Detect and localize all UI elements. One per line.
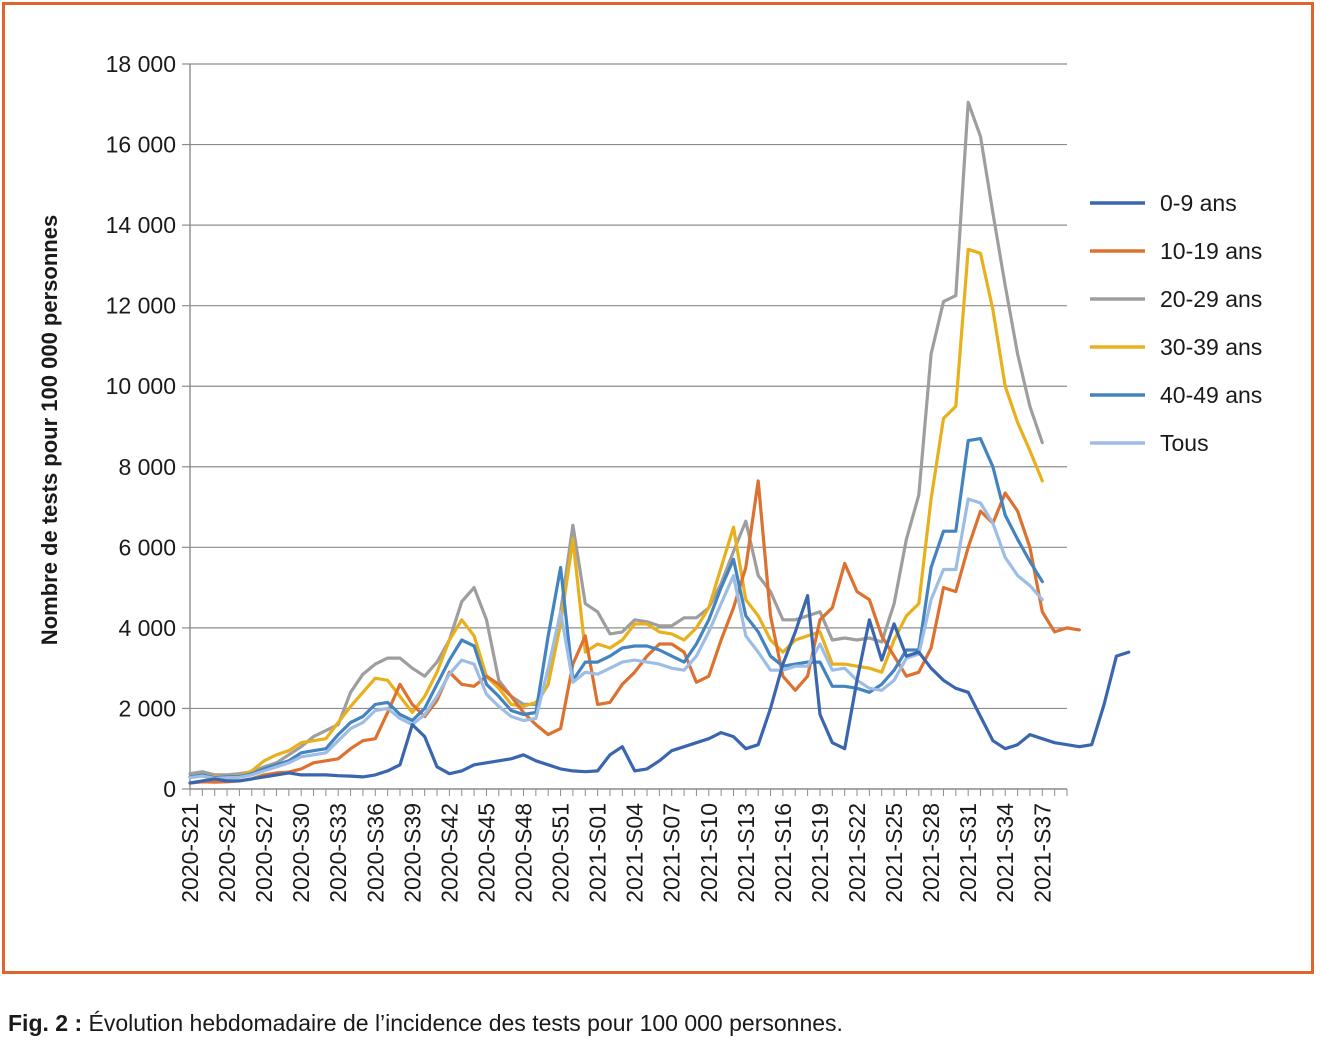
figure-frame: 0 2 000 4 000 6 000 8 000 10 000 12 000 14 000 1… bbox=[2, 2, 1314, 974]
x-tick-label: 2020-S21 bbox=[177, 803, 203, 903]
x-tick-label: 2020-S42 bbox=[436, 803, 462, 903]
x-tick-label: 2020-S30 bbox=[288, 803, 314, 903]
x-tick-label: 2020-S24 bbox=[214, 803, 240, 903]
y-tick-label: 10 000 bbox=[106, 373, 176, 399]
gridlines bbox=[190, 63, 1067, 710]
legend-label: Tous bbox=[1160, 430, 1209, 456]
legend-label: 40-49 ans bbox=[1160, 382, 1262, 408]
x-tick-label: 2021-S10 bbox=[696, 803, 722, 903]
x-tick-label: 2021-S16 bbox=[770, 803, 796, 903]
y-tick-label: 8 000 bbox=[118, 454, 176, 480]
x-tick-label: 2021-S04 bbox=[622, 803, 648, 903]
x-tick-label: 2021-S37 bbox=[1029, 803, 1055, 903]
y-tick-label: 16 000 bbox=[106, 132, 176, 158]
legend-label: 20-29 ans bbox=[1160, 286, 1262, 312]
y-axis-label: Nombre de tests pour 100 000 personnes bbox=[37, 215, 62, 645]
x-tick-label: 2020-S45 bbox=[473, 803, 499, 903]
caption-label: Fig. 2 : bbox=[8, 1010, 83, 1036]
axes bbox=[189, 64, 1067, 790]
y-tick-label: 2 000 bbox=[118, 695, 176, 721]
x-tick-label: 2021-S07 bbox=[659, 803, 685, 903]
legend: 0-9 ans 10-19 ans 20-29 ans 30-39 ans 40-49 … bbox=[1090, 190, 1262, 456]
series-line-10-19-ans bbox=[188, 479, 1082, 785]
x-tick-label: 2021-S01 bbox=[585, 803, 611, 903]
x-tick-label: 2020-S27 bbox=[251, 803, 277, 903]
series-line-30-39-ans bbox=[188, 247, 1044, 779]
x-tick-label: 2020-S36 bbox=[362, 803, 388, 903]
x-tick-label: 2020-S48 bbox=[511, 803, 537, 903]
x-tick-label: 2021-S22 bbox=[844, 803, 870, 903]
x-tick-label: 2021-S28 bbox=[918, 803, 944, 903]
y-tick-label: 14 000 bbox=[106, 212, 176, 238]
y-tick-label: 12 000 bbox=[106, 293, 176, 319]
y-tick-label: 4 000 bbox=[118, 615, 176, 641]
y-tick-label: 18 000 bbox=[106, 51, 176, 77]
legend-label: 10-19 ans bbox=[1160, 238, 1262, 264]
series-line-Tous bbox=[188, 497, 1044, 781]
x-tick-label: 2021-S25 bbox=[881, 803, 907, 903]
x-ticks: 2020-S21 2020-S24 2020-S27 2020-S30 2020-S33… bbox=[177, 789, 1068, 903]
legend-label: 0-9 ans bbox=[1160, 190, 1237, 216]
y-ticks: 0 2 000 4 000 6 000 8 000 10 000 12 000 14 000 1… bbox=[106, 51, 190, 802]
line-chart: 0 2 000 4 000 6 000 8 000 10 000 12 000 14 000 1… bbox=[37, 51, 1262, 903]
x-tick-label: 2021-S13 bbox=[733, 803, 759, 903]
x-tick-label: 2021-S31 bbox=[955, 803, 981, 903]
x-tick-label: 2020-S39 bbox=[399, 803, 425, 903]
series-line-40-49-ans bbox=[188, 437, 1044, 780]
x-tick-label: 2020-S33 bbox=[325, 803, 351, 903]
y-tick-label: 6 000 bbox=[118, 534, 176, 560]
legend-label: 30-39 ans bbox=[1160, 334, 1262, 360]
x-tick-label: 2021-S19 bbox=[807, 803, 833, 903]
series-line-0-9-ans bbox=[188, 594, 1131, 785]
series-lines bbox=[188, 100, 1131, 785]
x-tick-label: 2020-S51 bbox=[548, 803, 574, 903]
x-tick-label: 2021-S34 bbox=[992, 803, 1018, 903]
caption-text: Évolution hebdomadaire de l’incidence de… bbox=[88, 1010, 843, 1036]
figure-caption: Fig. 2 : Évolution hebdomadaire de l’inc… bbox=[8, 1010, 843, 1037]
series-line-20-29-ans bbox=[188, 100, 1044, 777]
y-tick-label: 0 bbox=[163, 776, 176, 802]
